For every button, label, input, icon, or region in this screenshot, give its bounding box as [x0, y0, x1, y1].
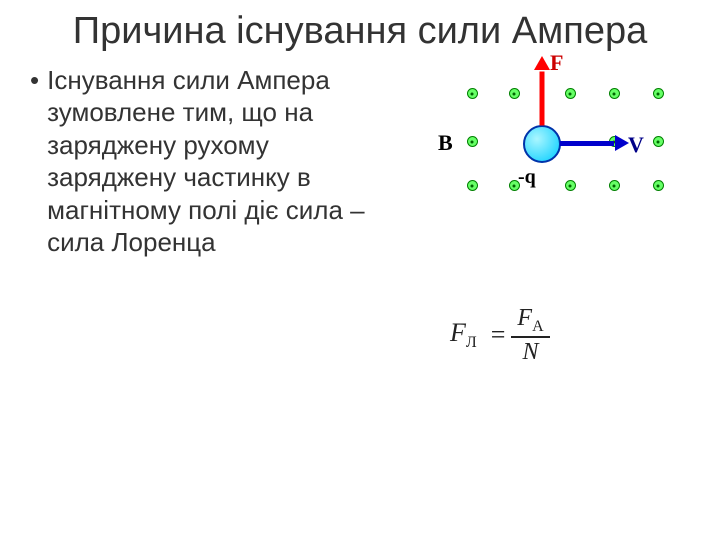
label-field: B [438, 130, 453, 156]
field-dot-icon [565, 88, 576, 99]
field-dot-icon [653, 180, 664, 191]
force-arrow [540, 72, 545, 126]
formula-num-sub: A [532, 317, 544, 334]
charged-particle [523, 125, 561, 163]
figure-column: FVB-q FЛ = FA N [390, 64, 690, 259]
field-dot-icon [609, 180, 620, 191]
formula-num-sym: F [517, 305, 532, 331]
formula-equals: = [491, 320, 506, 350]
formula-lhs: FЛ [450, 318, 477, 352]
field-dot-icon [609, 88, 620, 99]
body-text: Існування сили Ампера зумовлене тим, що … [47, 64, 390, 259]
formula: FЛ = FA N [450, 304, 550, 367]
field-dot-icon [509, 88, 520, 99]
field-dot-icon [467, 136, 478, 147]
field-dot-icon [653, 136, 664, 147]
text-column: • Існування сили Ампера зумовлене тим, щ… [30, 64, 390, 259]
formula-lhs-sub: Л [466, 334, 477, 351]
content-area: • Існування сили Ампера зумовлене тим, щ… [0, 54, 720, 259]
velocity-arrow [560, 141, 614, 146]
page-title: Причина існування сили Ампера [0, 0, 720, 54]
label-velocity: V [628, 132, 644, 158]
bullet-dot: • [30, 64, 39, 98]
field-dot-icon [467, 180, 478, 191]
field-dot-icon [653, 88, 664, 99]
field-dot-icon [565, 180, 576, 191]
formula-denominator: N [517, 338, 545, 366]
force-arrow-head-icon [534, 56, 550, 70]
formula-numerator: FA [511, 304, 549, 337]
lorentz-diagram: FVB-q [410, 54, 690, 234]
formula-lhs-sym: F [450, 318, 466, 347]
bullet-item: • Існування сили Ампера зумовлене тим, щ… [30, 64, 390, 259]
formula-fraction: FA N [511, 304, 549, 367]
field-dot-icon [467, 88, 478, 99]
velocity-arrow-head-icon [615, 135, 629, 151]
label-charge: -q [518, 166, 536, 189]
label-force: F [550, 50, 563, 76]
